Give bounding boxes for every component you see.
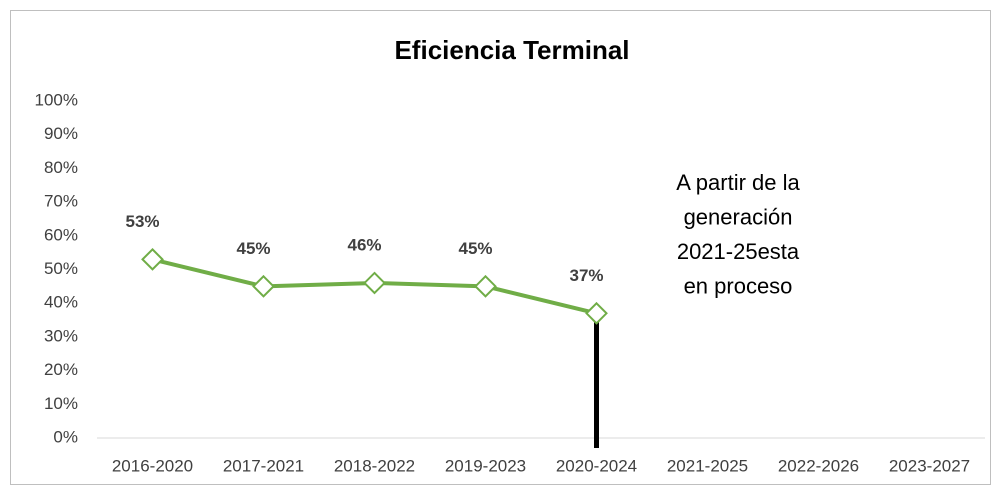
x-tick-label: 2022-2026 (778, 456, 859, 475)
data-label: 45% (236, 239, 270, 258)
annotation: generación (684, 204, 793, 229)
y-tick-label: 0% (53, 427, 78, 446)
data-label: 45% (458, 239, 492, 258)
point (474, 274, 497, 298)
x-tick-label: 2016-2020 (112, 456, 193, 475)
annotation: 2021-25esta (677, 239, 800, 264)
y-tick-label: 100% (35, 90, 78, 109)
point (585, 301, 608, 325)
data-label: 46% (347, 235, 381, 254)
y-tick-label: 80% (44, 158, 78, 177)
data-label: 53% (125, 212, 159, 231)
x-tick-label: 2020-2024 (556, 456, 637, 475)
point (252, 274, 275, 298)
chart-border (10, 10, 991, 485)
x-tick-label: 2023-2027 (889, 456, 970, 475)
y-tick-label: 70% (44, 192, 78, 211)
x-tick-label: 2018-2022 (334, 456, 415, 475)
chart-title: Eficiencia Terminal (394, 35, 629, 65)
point (141, 247, 164, 271)
data-label: 37% (569, 266, 603, 285)
y-tick-label: 20% (44, 360, 78, 379)
y-tick-label: 30% (44, 326, 78, 345)
x-tick-label: 2021-2025 (667, 456, 748, 475)
y-tick-label: 50% (44, 259, 78, 278)
x-tick-label: 2017-2021 (223, 456, 304, 475)
point (363, 271, 386, 295)
y-tick-label: 40% (44, 293, 78, 312)
y-tick-label: 10% (44, 394, 78, 413)
y-tick-label: 90% (44, 124, 78, 143)
annotation: A partir de la (676, 170, 800, 195)
y-tick-label: 60% (44, 225, 78, 244)
annotation: en proceso (684, 273, 793, 298)
x-tick-label: 2019-2023 (445, 456, 526, 475)
